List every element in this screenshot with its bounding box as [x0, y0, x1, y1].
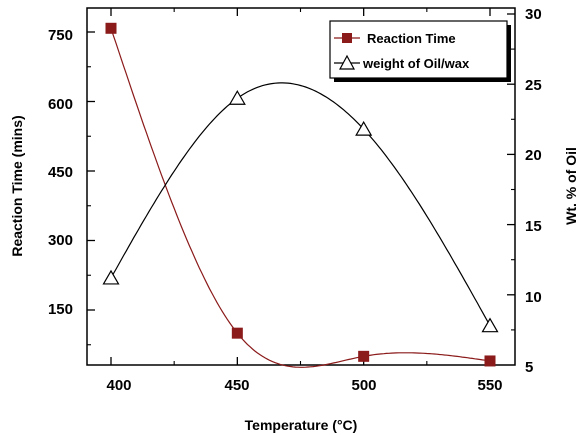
y-axis-title: Reaction Time (mins) — [9, 115, 25, 256]
legend-marker-oil-wax — [338, 54, 356, 70]
legend: Reaction Time weight of Oil/wax — [329, 20, 511, 82]
x-tick-label: 500 — [351, 377, 376, 394]
y-tick-label: 150 — [48, 301, 73, 318]
x-tick-labels: 400 450 500 550 — [106, 377, 502, 394]
y-tick-label: 300 — [48, 232, 73, 249]
y2-tick-label: 25 — [525, 77, 542, 94]
legend-label-oil-wax: weight of Oil/wax — [362, 56, 470, 71]
data-point-oil-wax — [355, 120, 373, 136]
y-tick-label: 750 — [48, 27, 73, 44]
y2-tick-label: 15 — [525, 218, 542, 235]
legend-box — [329, 20, 508, 79]
y2-tick-label: 5 — [525, 359, 533, 376]
series-lines — [110, 28, 491, 368]
series-points — [102, 22, 499, 367]
legend-label-reaction-time: Reaction Time — [367, 31, 456, 46]
x-tick-label: 450 — [224, 377, 249, 394]
y2-tick-label: 10 — [525, 289, 542, 306]
data-point-oil-wax — [481, 317, 499, 333]
data-point-oil-wax — [102, 269, 120, 285]
data-point-reaction-time — [231, 327, 243, 339]
y2-tick-label: 20 — [525, 147, 542, 164]
data-point-reaction-time — [358, 350, 370, 362]
y2-tick-labels: 5 10 15 20 25 30 — [525, 6, 542, 376]
y-tick-label: 450 — [48, 164, 73, 181]
data-point-oil-wax — [228, 90, 246, 105]
data-point-reaction-time — [105, 22, 117, 34]
y-tick-label: 600 — [48, 96, 73, 113]
x-tick-label: 400 — [106, 377, 131, 394]
x-tick-label: 550 — [477, 377, 502, 394]
data-point-reaction-time — [484, 355, 496, 367]
y2-tick-label: 30 — [525, 6, 542, 23]
y2-axis-title: Wt. % of Oil — [563, 147, 579, 225]
tick-marks — [87, 8, 515, 365]
series-line-oil-wax — [110, 82, 491, 326]
x-axis-title: Temperature (°C) — [245, 417, 358, 433]
series-line-reaction-time — [110, 28, 491, 368]
legend-marker-reaction-time — [342, 33, 352, 43]
y-tick-labels: 150 300 450 600 750 — [48, 27, 73, 318]
